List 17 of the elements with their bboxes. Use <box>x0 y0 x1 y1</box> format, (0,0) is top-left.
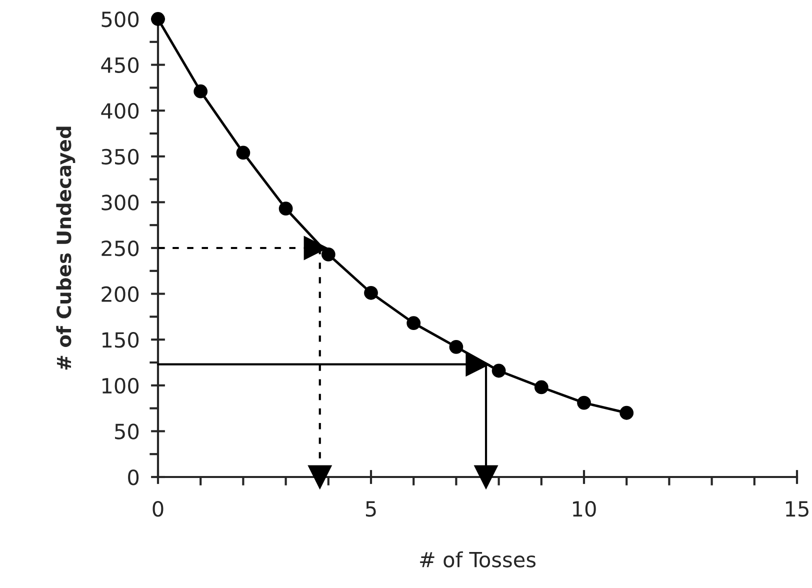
y-tick-label: 0 <box>128 469 139 486</box>
y-tick-label: 400 <box>101 103 139 119</box>
x-axis-title: # of Tosses <box>420 551 536 568</box>
x-tick-label: 0 <box>152 500 164 517</box>
y-tick-label: 350 <box>102 148 139 165</box>
y-tick-label: 150 <box>102 332 139 348</box>
y-tick-label: 300 <box>102 194 139 210</box>
y-tick-label: 100 <box>102 378 139 394</box>
y-axis-title: # of Cubes Undecayed <box>56 126 76 370</box>
x-tick-label: 10 <box>573 500 596 517</box>
x-tick-label: 5 <box>366 501 376 517</box>
y-tick-label: 200 <box>102 286 139 302</box>
y-tick-label: 450 <box>101 57 139 74</box>
y-tick-label: 250 <box>102 240 139 256</box>
y-tick-label: 50 <box>115 424 139 440</box>
y-tick-label: 500 <box>102 11 139 28</box>
x-tick-label: 15 <box>786 501 808 517</box>
